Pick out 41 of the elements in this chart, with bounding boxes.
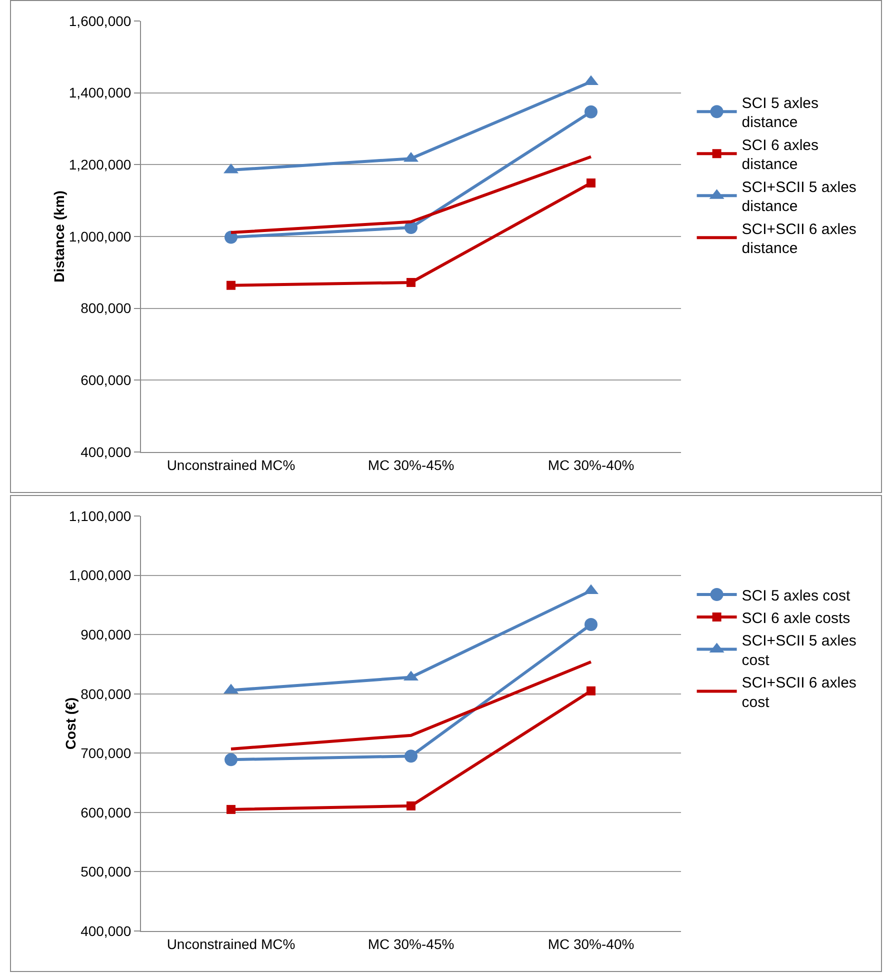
y-tick-label: 600,000	[80, 804, 132, 820]
legend-label: SCI+SCII 5 axles cost	[742, 632, 856, 669]
legend-label: SCI 6 axles distance	[742, 136, 819, 174]
point	[406, 801, 416, 810]
y-tick-label: 1,000,000	[68, 228, 132, 244]
y-tick-label: 1,100,000	[68, 508, 132, 524]
x-tick-label: MC 30%-40%	[548, 936, 634, 952]
y-tick-label: 1,200,000	[68, 156, 132, 173]
y-axis-title: Cost (€)	[62, 697, 79, 750]
point	[586, 686, 596, 696]
y-tick-label: 800,000	[80, 300, 132, 316]
point	[406, 278, 416, 287]
x-tick-label: MC 30%-45%	[368, 936, 454, 952]
x-tick-label: Unconstrained MC%	[166, 936, 296, 952]
y-tick-label: 400,000	[80, 444, 132, 460]
legend-label: SCI+SCII 6 axles cost	[742, 674, 856, 711]
point	[586, 178, 596, 188]
point	[226, 804, 236, 814]
legend-label: SCI 6 axle costs	[742, 610, 850, 627]
y-tick-label: 400,000	[80, 922, 132, 939]
legend-label: SCI+SCII 6 axles distance	[742, 220, 856, 258]
point	[404, 750, 418, 763]
legend-label: SCI+SCII 5 axles distance	[742, 178, 856, 216]
point	[224, 753, 238, 766]
point	[226, 280, 236, 290]
y-tick-label: 1,600,000	[68, 12, 132, 29]
y-tick-label: 1,000,000	[68, 567, 132, 584]
x-tick-label: Unconstrained MC%	[166, 456, 296, 473]
y-tick-label: 1,400,000	[68, 84, 132, 101]
y-tick-label: 900,000	[80, 626, 132, 642]
x-tick-label: MC 30%-40%	[548, 456, 634, 473]
x-tick-label: MC 30%-45%	[368, 456, 454, 473]
point	[584, 105, 598, 118]
y-tick-label: 500,000	[80, 864, 132, 880]
point	[584, 618, 598, 631]
y-tick-label: 700,000	[80, 745, 132, 762]
y-axis-title: Distance (km)	[50, 190, 67, 282]
y-tick-label: 600,000	[80, 372, 132, 388]
legend-label: SCI 5 axles cost	[742, 587, 852, 604]
legend-label: SCI 5 axles distance	[742, 94, 819, 132]
y-tick-label: 800,000	[80, 686, 132, 702]
